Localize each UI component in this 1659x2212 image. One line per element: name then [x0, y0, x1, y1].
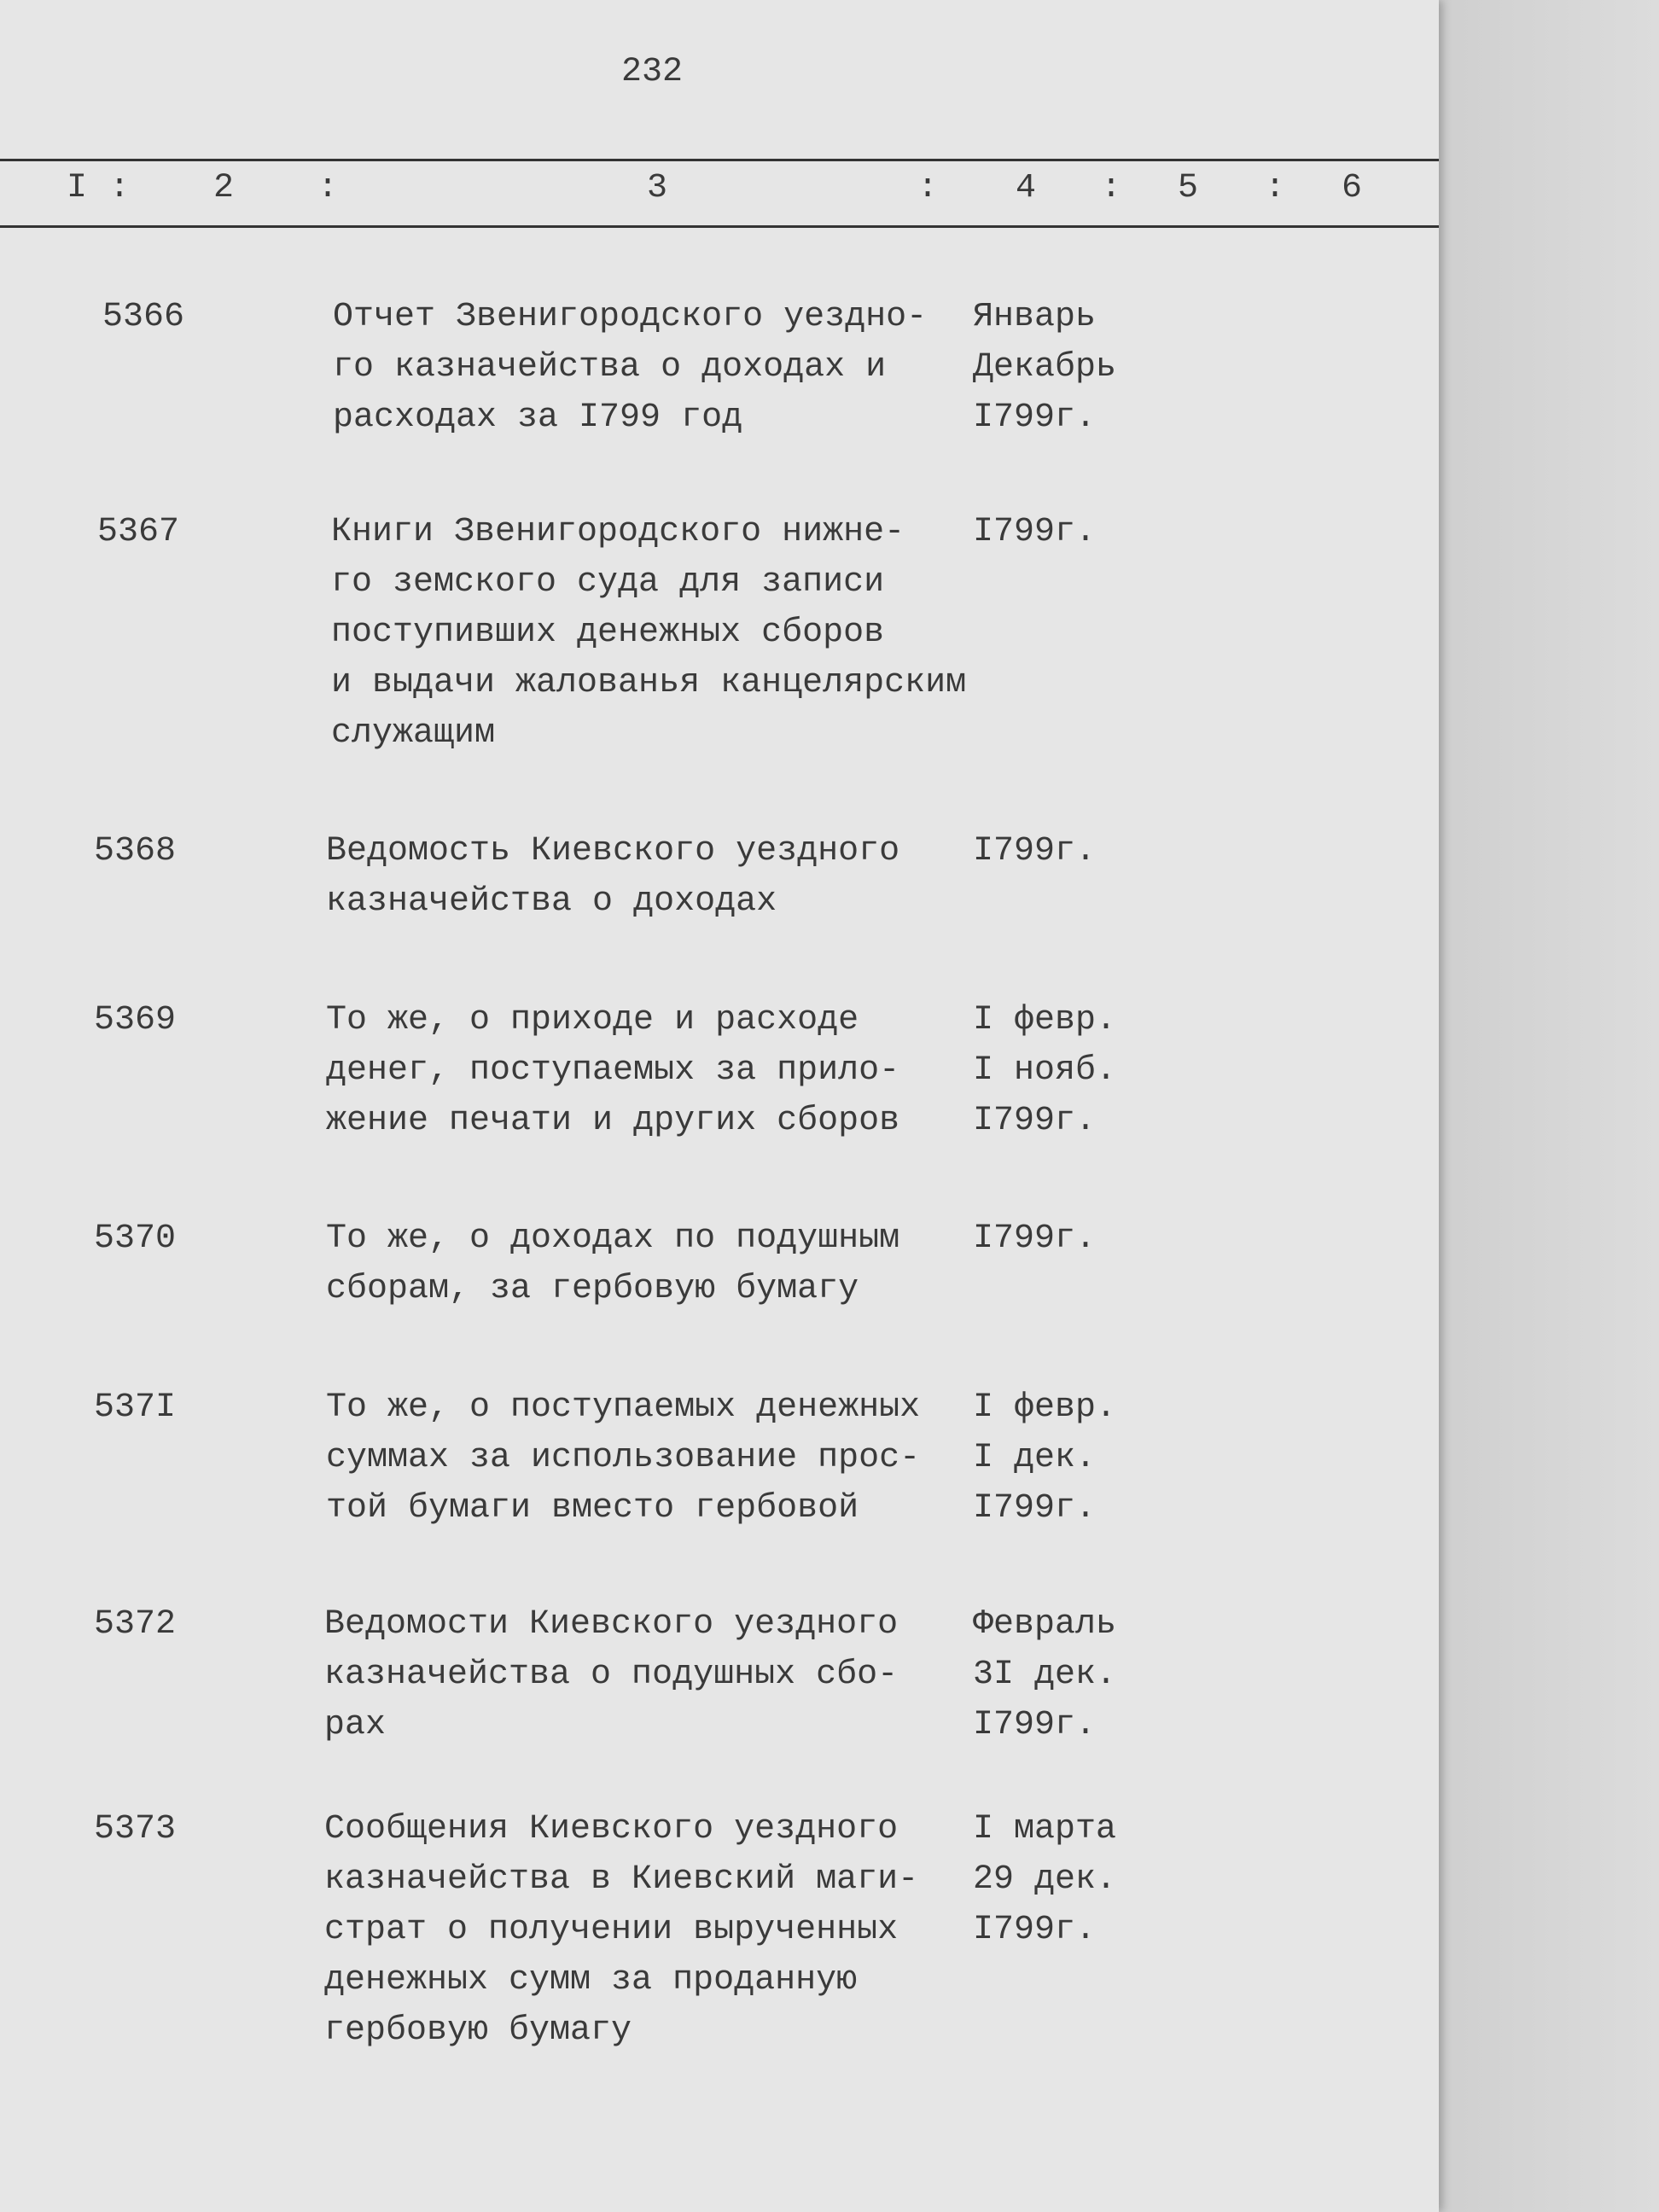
description-line: Ведомости Киевского уездного: [324, 1605, 899, 1644]
description-line: расходах за I799 год: [333, 399, 743, 437]
entry-dates: Февраль 3I дек. I799г.: [973, 1599, 1116, 1750]
description-line: Ведомость Киевского уездного: [326, 832, 900, 870]
date-line: I799г.: [973, 1706, 1097, 1744]
header-separator: :: [1101, 169, 1122, 207]
entry-dates: I марта 29 дек. I799г.: [973, 1804, 1116, 1955]
date-line: I799г.: [973, 1489, 1097, 1528]
date-line: 3I дек.: [973, 1656, 1117, 1694]
entry-number: 5373: [94, 1810, 177, 1848]
date-line: Январь: [973, 298, 1097, 336]
description-line: казначейства о подушных сбо-: [324, 1656, 899, 1694]
entry-dates: I799г.: [973, 826, 1096, 876]
description-line: сборам, за гербовую бумагу: [326, 1270, 859, 1308]
description-line: Сообщения Киевского уездного: [324, 1810, 899, 1848]
description-line: жение печати и других сборов: [326, 1102, 900, 1140]
date-line: I799г.: [973, 399, 1097, 437]
entry-dates: I февр. I дек. I799г.: [973, 1382, 1116, 1534]
header-separator: :: [317, 169, 339, 207]
header-column-5: 5: [1178, 169, 1199, 207]
date-line: Декабрь: [973, 348, 1117, 387]
description-line: и выдачи жалованья канцелярским: [331, 664, 967, 702]
description-line: го земского суда для записи: [331, 563, 885, 602]
header-separator: :: [1265, 169, 1286, 207]
date-line: I февр.: [973, 1388, 1117, 1427]
table-header-top-rule: [0, 159, 1439, 161]
header-column-6: 6: [1342, 169, 1363, 207]
header-separator: :: [109, 169, 131, 207]
description-line: То же, о приходе и расходе: [326, 1001, 859, 1039]
entry-description: Ведомость Киевского уездного казначейства…: [326, 826, 899, 927]
table-header-bottom-rule: [0, 225, 1439, 228]
entry-number: 5368: [94, 832, 177, 870]
entry-description: Ведомости Киевского уездного казначейства…: [324, 1599, 898, 1750]
entry-description: То же, о приходе и расходе денег, поступа…: [326, 995, 899, 1146]
date-line: I нояб.: [973, 1051, 1117, 1090]
description-line: Отчет Звенигородского уездно-: [333, 298, 928, 336]
date-line: I февр.: [973, 1001, 1117, 1039]
description-line: казначейства в Киевский маги-: [324, 1860, 919, 1899]
entry-description: Отчет Звенигородского уездно-го казначей…: [333, 292, 927, 443]
description-line: казначейства о доходах: [326, 882, 777, 921]
entry-description: То же, о доходах по подушным сборам, за г…: [326, 1214, 899, 1314]
description-line: служащим: [331, 714, 496, 753]
date-line: I799г.: [973, 832, 1097, 870]
description-line: денежных сумм за проданную: [324, 1961, 858, 2000]
description-line: рах: [324, 1706, 387, 1744]
description-line: денег, поступаемых за прило-: [326, 1051, 900, 1090]
entry-number: 5372: [94, 1605, 177, 1644]
entry-number: 5366: [102, 298, 185, 336]
date-line: I799г.: [973, 1220, 1097, 1258]
entry-description: То же, о поступаемых денежных суммах за и…: [326, 1382, 920, 1534]
date-line: 29 дек.: [973, 1860, 1117, 1899]
entry-description: Сообщения Киевского уездного казначейства…: [324, 1804, 918, 2056]
description-line: го казначейства о доходах и: [333, 348, 887, 387]
header-column-1: I: [67, 169, 88, 207]
date-line: I дек.: [973, 1439, 1097, 1477]
date-line: I799г.: [973, 513, 1097, 551]
entry-dates: I799г.: [973, 507, 1096, 557]
header-separator: :: [917, 169, 939, 207]
entry-dates: I февр. I нояб. I799г.: [973, 995, 1116, 1146]
date-line: I799г.: [973, 1911, 1097, 1949]
entry-number: 5369: [94, 1001, 177, 1039]
description-line: То же, о поступаемых денежных: [326, 1388, 921, 1427]
entry-number: 5367: [97, 513, 180, 551]
date-line: Февраль: [973, 1605, 1117, 1644]
underlying-sheet: [1439, 0, 1659, 2212]
entry-dates: Январь Декабрь I799г.: [973, 292, 1116, 443]
entry-number: 537I: [94, 1388, 177, 1427]
header-column-3: 3: [647, 169, 668, 207]
description-line: поступивших денежных сборов: [331, 614, 885, 652]
page-number: 232: [621, 53, 684, 91]
description-line: той бумаги вместо гербовой: [326, 1489, 859, 1528]
header-column-2: 2: [213, 169, 235, 207]
entry-number: 5370: [94, 1220, 177, 1258]
description-line: гербовую бумагу: [324, 2011, 632, 2050]
header-column-4: 4: [1016, 169, 1037, 207]
entry-dates: I799г.: [973, 1214, 1096, 1264]
description-line: Книги Звенигородского нижне-: [331, 513, 905, 551]
date-line: I марта: [973, 1810, 1117, 1848]
document-page: 232 I 2 3 4 5 6::::: 5366 Отчет Звенигородског…: [0, 0, 1439, 2212]
entry-description: Книги Звенигородского нижне-го земского …: [331, 507, 966, 759]
description-line: То же, о доходах по подушным: [326, 1220, 900, 1258]
date-line: I799г.: [973, 1102, 1097, 1140]
description-line: страт о получении вырученных: [324, 1911, 899, 1949]
description-line: суммах за использование прос-: [326, 1439, 921, 1477]
